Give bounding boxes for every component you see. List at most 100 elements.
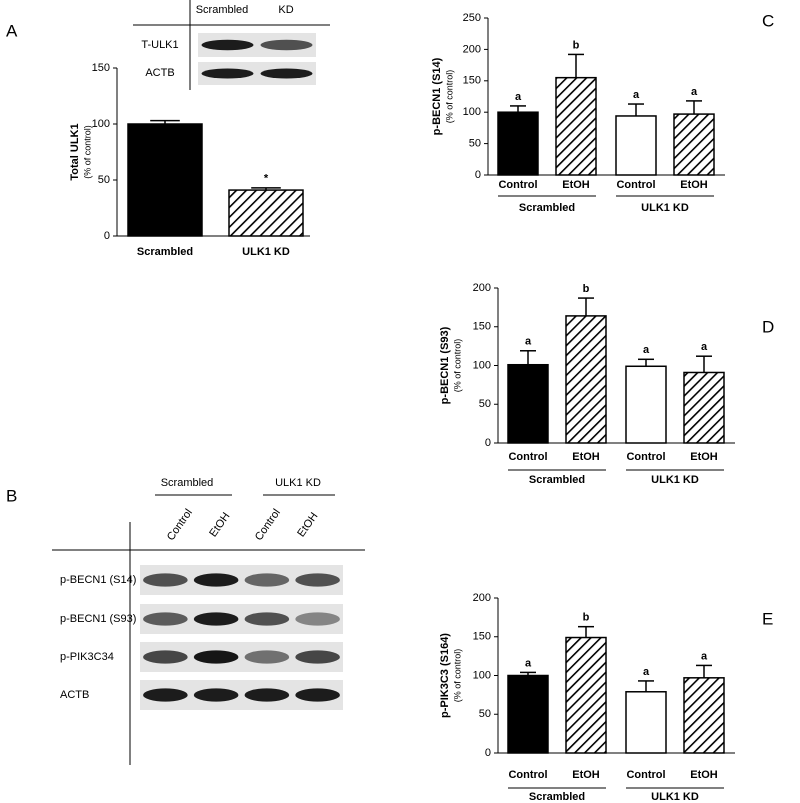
panel-label: B	[6, 486, 17, 505]
panel-label: D	[762, 317, 774, 336]
bar	[127, 123, 203, 237]
blot-lane: EtOH	[295, 510, 320, 539]
bar	[497, 111, 539, 176]
y-tick-label: 250	[463, 12, 481, 24]
x-tick-label: EtOH	[690, 769, 718, 781]
bar-label: a	[633, 89, 640, 101]
panel-label: A	[6, 21, 18, 40]
group-label: ULK1 KD	[651, 791, 699, 803]
bar-label: a	[701, 341, 708, 353]
blot-column: Scrambled	[196, 4, 249, 16]
y-tick-label: 200	[473, 592, 491, 604]
blot-band	[193, 688, 239, 702]
bar-label: b	[583, 283, 590, 295]
blot-lane: Control	[165, 507, 195, 543]
blot-band	[143, 650, 188, 664]
blot-band	[143, 612, 188, 626]
bar	[673, 113, 715, 176]
group-label: Scrambled	[529, 474, 585, 486]
y-axis-sublabel: (% of control)	[452, 339, 462, 393]
x-tick-label: Control	[626, 769, 665, 781]
blot-image	[198, 62, 316, 85]
blot-row: ACTB	[145, 67, 174, 79]
blot-band	[295, 688, 340, 702]
bar-label: a	[701, 650, 708, 662]
blot-band	[244, 650, 290, 664]
y-tick-label: 150	[92, 62, 110, 74]
blot-band	[260, 68, 313, 79]
panel-label: C	[762, 11, 774, 30]
blot-lane: Control	[253, 507, 283, 543]
x-tick-label: EtOH	[572, 769, 600, 781]
x-tick-label: Control	[616, 179, 655, 191]
bar	[625, 365, 667, 444]
bar-label: b	[583, 612, 590, 624]
bar	[615, 115, 657, 176]
x-tick-label: ULK1 KD	[242, 246, 290, 258]
bar	[555, 76, 597, 176]
bar-label: b	[573, 39, 580, 51]
x-tick-label: Control	[508, 451, 547, 463]
blot-band	[201, 68, 254, 79]
group-label: ULK1 KD	[651, 474, 699, 486]
y-tick-label: 50	[98, 174, 110, 186]
x-tick-label: Control	[498, 179, 537, 191]
blot-row: p-BECN1 (S14)	[60, 574, 136, 586]
bar-label: a	[525, 657, 532, 669]
y-axis-label: p-BECN1 (S14)	[431, 57, 443, 135]
blot-band	[295, 612, 340, 626]
x-tick-label: Scrambled	[137, 246, 193, 258]
y-tick-label: 100	[473, 359, 491, 371]
x-tick-label: EtOH	[562, 179, 590, 191]
y-tick-label: 150	[473, 321, 491, 333]
x-tick-label: EtOH	[680, 179, 708, 191]
blot-band	[244, 612, 290, 626]
bar-label: a	[515, 91, 522, 103]
y-tick-label: 100	[463, 106, 481, 118]
bar	[683, 371, 725, 444]
x-tick-label: Control	[626, 451, 665, 463]
x-tick-label: Control	[508, 769, 547, 781]
y-axis-label: p-BECN1 (S93)	[439, 326, 451, 404]
y-tick-label: 50	[479, 708, 491, 720]
blot-band	[193, 650, 239, 664]
y-tick-label: 0	[485, 747, 491, 759]
blot-row: p-BECN1 (S93)	[60, 613, 136, 625]
y-axis-label: Total ULK1	[69, 123, 81, 180]
blot-band	[260, 39, 313, 51]
blot-band	[143, 688, 188, 702]
group-label: ULK1 KD	[641, 202, 689, 214]
y-tick-label: 0	[485, 437, 491, 449]
bar	[565, 315, 607, 444]
blot-band	[244, 688, 290, 702]
y-axis-sublabel: (% of control)	[82, 125, 92, 179]
y-tick-label: 100	[473, 669, 491, 681]
y-tick-label: 150	[473, 631, 491, 643]
bar-label: a	[643, 344, 650, 356]
blot-row: ACTB	[60, 689, 89, 701]
blot-group: ULK1 KD	[275, 477, 321, 489]
y-tick-label: 50	[469, 138, 481, 150]
y-axis-sublabel: (% of control)	[452, 649, 462, 703]
bar	[625, 691, 667, 754]
x-tick-label: EtOH	[690, 451, 718, 463]
y-tick-label: 200	[463, 43, 481, 55]
y-axis-sublabel: (% of control)	[444, 70, 454, 124]
blot-group: Scrambled	[161, 477, 214, 489]
bar	[507, 674, 549, 754]
blot-band	[193, 573, 239, 587]
blot-lane: EtOH	[207, 510, 232, 539]
bar	[565, 636, 607, 754]
bar	[683, 677, 725, 754]
y-tick-label: 200	[473, 282, 491, 294]
y-axis-label: p-PIK3C3 (S164)	[439, 633, 451, 718]
blot-band	[244, 573, 290, 587]
y-tick-label: 0	[475, 169, 481, 181]
blot-band	[201, 39, 254, 51]
y-tick-label: 0	[104, 230, 110, 242]
group-label: Scrambled	[519, 202, 575, 214]
bar-label: *	[264, 173, 269, 185]
blot-band	[143, 573, 188, 587]
blot-band	[295, 573, 340, 587]
